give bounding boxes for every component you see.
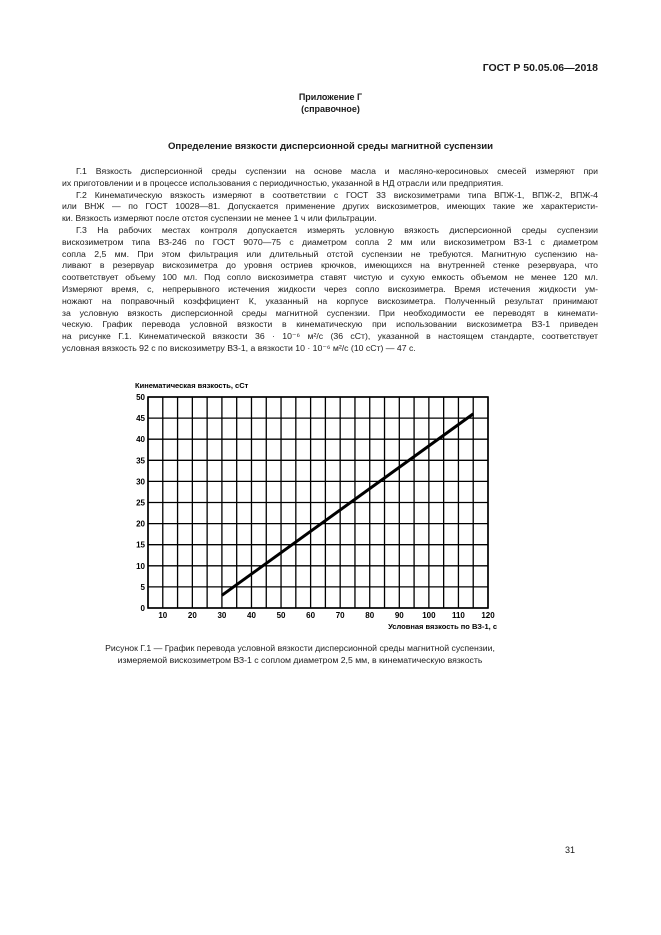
section-heading: Определение вязкости дисперсионной среды… bbox=[167, 141, 494, 152]
y-tick-label: 40 bbox=[136, 435, 145, 444]
y-tick-label: 20 bbox=[136, 520, 145, 529]
x-tick-label: 110 bbox=[452, 611, 465, 620]
x-tick-label: 80 bbox=[365, 611, 374, 620]
body-text: Г.1 Вязкость дисперсионной среды суспенз… bbox=[62, 166, 598, 355]
paragraph-line: Г.1 Вязкость дисперсионной среды суспенз… bbox=[76, 166, 598, 176]
standard-number: ГОСТ Р 50.05.06—2018 bbox=[482, 62, 598, 74]
plot-frame bbox=[147, 396, 489, 609]
paragraph-line: Измеряют время, с, непрерывного истечени… bbox=[62, 283, 598, 294]
x-axis-label: Условная вязкость по ВЗ-1, с bbox=[388, 622, 497, 631]
x-tick-label: 40 bbox=[247, 611, 256, 620]
x-tick-label: 120 bbox=[481, 611, 495, 620]
x-tick-label: 30 bbox=[217, 611, 226, 620]
y-tick-label: 10 bbox=[136, 562, 145, 571]
paragraph-line: соответствует объему 100 мл. Под сопло в… bbox=[62, 272, 598, 283]
annex-subtitle: (справочное) bbox=[301, 104, 360, 114]
paragraph-line: ческую. График перевода условной вязкост… bbox=[62, 319, 598, 330]
caption-line: Рисунок Г.1 — График перевода условной в… bbox=[105, 643, 495, 653]
paragraph-line: ки. Вязкость измеряют после отстоя суспе… bbox=[62, 213, 377, 224]
x-tick-label: 20 bbox=[188, 611, 197, 620]
x-tick-label: 60 bbox=[306, 611, 315, 620]
annex-title: Приложение Г bbox=[298, 92, 363, 102]
paragraph-line: или ВНЖ — по ГОСТ 10028—81. Допускается … bbox=[62, 201, 598, 212]
y-axis-label: Кинематическая вязкость, сСт bbox=[135, 381, 249, 390]
paragraph-line: условная вязкость 92 с по вискозиметру В… bbox=[62, 342, 416, 353]
y-tick-label: 50 bbox=[136, 393, 145, 402]
paragraph-line: вискозиметром типа ВЗ-246 по ГОСТ 9070—7… bbox=[62, 236, 598, 247]
y-tick-label: 15 bbox=[136, 541, 145, 550]
paragraph-line: ливают в резервуар вискозиметра до уровн… bbox=[62, 260, 598, 271]
y-tick-label: 35 bbox=[136, 456, 145, 465]
paragraph-line: Г.2 Кинематическую вязкость измеряют в с… bbox=[76, 189, 598, 200]
x-tick-label: 50 bbox=[277, 611, 286, 620]
paragraph-line: Г.3 На рабочих местах контроля допускает… bbox=[76, 224, 598, 235]
paragraph-line: их приготовлении и в процессе использова… bbox=[62, 177, 504, 188]
y-tick-label: 0 bbox=[141, 604, 146, 613]
x-tick-label: 100 bbox=[422, 611, 436, 620]
page-number: 31 bbox=[565, 845, 576, 855]
y-tick-label: 5 bbox=[141, 583, 146, 592]
x-tick-label: 10 bbox=[158, 611, 167, 620]
series-line bbox=[221, 412, 475, 597]
paragraph-line: ножают на поправочный коэффициент К, ука… bbox=[62, 295, 598, 306]
y-tick-label: 30 bbox=[136, 477, 145, 486]
y-tick-label: 45 bbox=[136, 414, 145, 423]
caption-line: измеряемой вискозиметром ВЗ-1 с соплом д… bbox=[117, 655, 483, 665]
paragraph-line: на рисунке Г.1. Кинематической вязкости … bbox=[62, 331, 598, 342]
y-tick-label: 25 bbox=[136, 499, 145, 508]
x-tick-label: 70 bbox=[336, 611, 345, 620]
figure-caption: Рисунок Г.1 — График перевода условной в… bbox=[40, 642, 560, 666]
x-tick-label: 90 bbox=[395, 611, 404, 620]
paragraph-line: за условную вязкость дисперсионной среды… bbox=[62, 307, 598, 318]
paragraph-line: сопла 2,5 мм. При этом фильтрация или дл… bbox=[62, 248, 598, 259]
